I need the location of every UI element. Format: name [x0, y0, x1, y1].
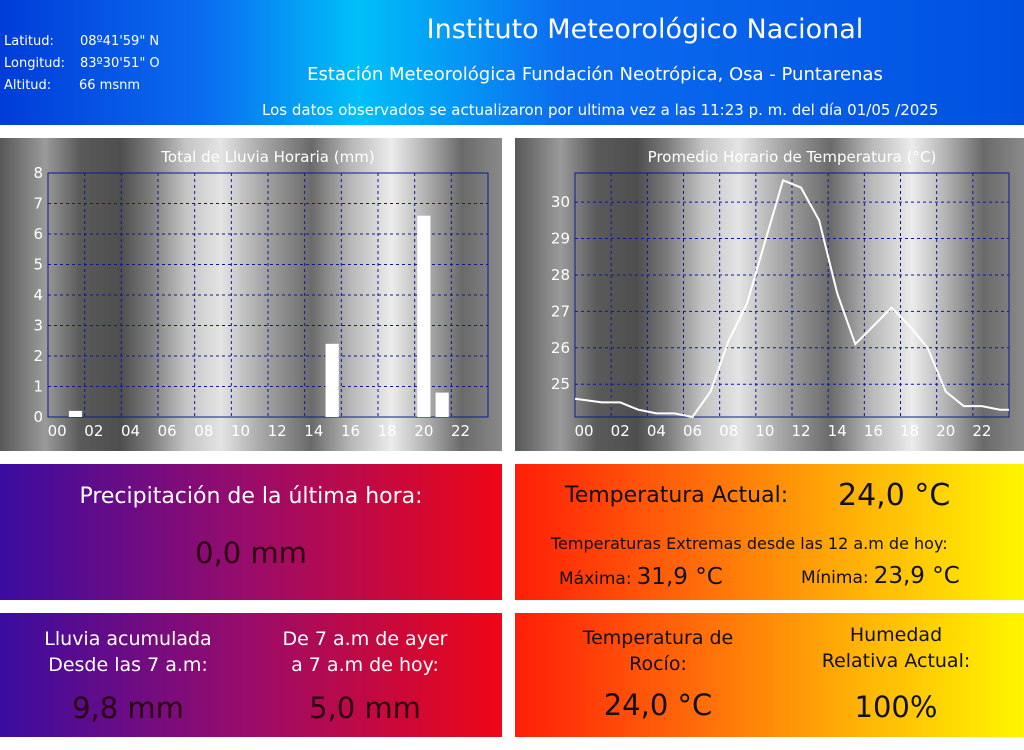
humidity-label-line1: Humedad [849, 624, 943, 646]
min-temp-value: 23,9 °C [873, 563, 960, 589]
precip-label: Precipitación de la última hora: [79, 484, 423, 509]
max-temp: Máxima: 31,9 °C [559, 564, 723, 590]
max-temp-label: Máxima: [559, 569, 632, 589]
page-title: Instituto Meteorológico Nacional [426, 14, 864, 45]
rain-accumulated-panel: Lluvia acumulada Desde las 7 a.m: 9,8 mm… [0, 613, 502, 737]
y-tick-label: 30 [551, 193, 570, 211]
updated-text: Los datos observados se actualizaron por… [262, 101, 696, 119]
y-tick-label: 29 [551, 230, 570, 248]
y-tick-label: 4 [33, 286, 43, 304]
dew-point-label-line1: Temperatura de [582, 627, 734, 649]
rain-acc-label-line1: Lluvia acumulada [44, 628, 212, 650]
updated-day-text: del día [791, 101, 843, 119]
rain-yesterday-label: De 7 a.m de ayer a 7 a.m de hoy: [240, 626, 490, 678]
humidity-label-line2: Relativa Actual: [821, 650, 971, 672]
rain-bar [325, 343, 339, 417]
x-tick-label: 06 [158, 422, 177, 440]
x-tick-label: 00 [574, 422, 593, 440]
rain-yesterday-value: 5,0 mm [309, 691, 421, 725]
rain-yesterday-label-line2: a 7 a.m de hoy: [291, 654, 439, 676]
altitude-label: Altitud: [4, 78, 52, 93]
y-tick-label: 7 [33, 195, 43, 213]
longitude-label: Longitud: [4, 56, 66, 71]
y-tick-label: 2 [33, 347, 43, 365]
precip-last-hour-panel: Precipitación de la última hora: 0,0 mm [0, 464, 502, 600]
x-tick-label: 02 [611, 422, 630, 440]
rain-yesterday-label-line1: De 7 a.m de ayer [282, 628, 448, 650]
humidity-value: 100% [854, 690, 938, 724]
latitude-label: Latitud: [4, 34, 54, 49]
x-tick-label: 14 [828, 422, 847, 440]
dew-point-label: Temperatura de Rocío: [553, 625, 763, 677]
temperature-line [574, 178, 1009, 419]
x-tick-label: 20 [414, 422, 433, 440]
precip-value: 0,0 mm [195, 536, 307, 570]
y-tick-label: 27 [551, 302, 570, 320]
updated-time: 11:23 p. m. [700, 101, 788, 119]
rain-bar [417, 215, 431, 417]
max-temp-value: 31,9 °C [636, 564, 723, 590]
x-tick-label: 04 [647, 422, 666, 440]
x-tick-label: 08 [194, 422, 213, 440]
updated-date: 01/05 /2025 [847, 101, 939, 119]
x-tick-label: 12 [268, 422, 287, 440]
temperature-chart-panel: Promedio Horario de Temperatura (°C) 25 26… [515, 138, 1024, 451]
dew-point-value: 24,0 °C [603, 688, 713, 722]
dew-humidity-panel: Temperatura de Rocío: 24,0 °C Humedad Re… [515, 613, 1024, 737]
min-temp: Mínima: 23,9 °C [801, 563, 960, 589]
x-tick-label: 16 [864, 422, 883, 440]
rain-bar [435, 392, 449, 417]
chart-title: Promedio Horario de Temperatura (°C) [648, 148, 937, 166]
y-tick-label: 3 [33, 317, 43, 335]
rain-chart-panel: Total de Lluvia Horaria (mm) 0 1 2 3 4 5 6 7 8 00 0… [0, 138, 502, 451]
x-tick-label: 22 [972, 422, 991, 440]
y-tick-label: 26 [551, 339, 570, 357]
y-tick-label: 5 [33, 256, 43, 274]
current-temp-label: Temperatura Actual: [565, 483, 789, 508]
last-updated: Los datos observados se actualizaron por… [262, 101, 942, 119]
y-tick-label: 28 [551, 266, 570, 284]
y-tick-label: 8 [33, 164, 43, 182]
longitude-value: 83º30'51" O [80, 56, 160, 71]
humidity-label: Humedad Relativa Actual: [800, 622, 992, 674]
x-tick-label: 10 [755, 422, 774, 440]
y-tick-label: 1 [33, 378, 43, 396]
x-tick-label: 16 [341, 422, 360, 440]
longitude-row: Longitud: 83º30'51" O [4, 56, 160, 71]
rain-acc-label: Lluvia acumulada Desde las 7 a.m: [0, 626, 256, 678]
y-tick-label: 0 [33, 408, 43, 426]
x-tick-label: 18 [900, 422, 919, 440]
header-banner: Latitud: 08º41'59" N Longitud: 83º30'51"… [0, 0, 1024, 125]
x-tick-label: 12 [791, 422, 810, 440]
x-tick-label: 06 [683, 422, 702, 440]
x-tick-label: 10 [231, 422, 250, 440]
latitude-row: Latitud: 08º41'59" N [4, 34, 159, 49]
latitude-value: 08º41'59" N [80, 34, 160, 49]
altitude-row: Altitud: 66 msnm [4, 78, 140, 93]
rain-acc-label-line2: Desde las 7 a.m: [48, 654, 208, 676]
x-tick-label: 08 [719, 422, 738, 440]
extremes-label: Temperaturas Extremas desde las 12 a.m d… [551, 534, 948, 553]
y-tick-label: 25 [551, 375, 570, 393]
altitude-value: 66 msnm [79, 78, 141, 93]
station-subtitle: Estación Meteorológica Fundación Neotróp… [307, 64, 883, 85]
x-tick-label: 04 [121, 422, 140, 440]
rain-acc-value: 9,8 mm [72, 691, 184, 725]
x-tick-label: 18 [378, 422, 397, 440]
temperature-chart: Promedio Horario de Temperatura (°C) 25 26… [551, 148, 1010, 440]
x-tick-label: 00 [48, 422, 67, 440]
y-tick-label: 6 [33, 225, 43, 243]
current-temp-value: 24,0 °C [838, 478, 951, 513]
x-tick-label: 22 [451, 422, 470, 440]
chart-title: Total de Lluvia Horaria (mm) [160, 148, 374, 166]
x-tick-label: 14 [304, 422, 323, 440]
x-tick-label: 20 [936, 422, 955, 440]
rain-bar [68, 410, 83, 417]
min-temp-label: Mínima: [801, 568, 869, 588]
x-tick-label: 02 [84, 422, 103, 440]
dew-point-label-line2: Rocío: [629, 653, 687, 675]
temperature-panel: Temperatura Actual: 24,0 °C Temperaturas… [515, 464, 1024, 600]
